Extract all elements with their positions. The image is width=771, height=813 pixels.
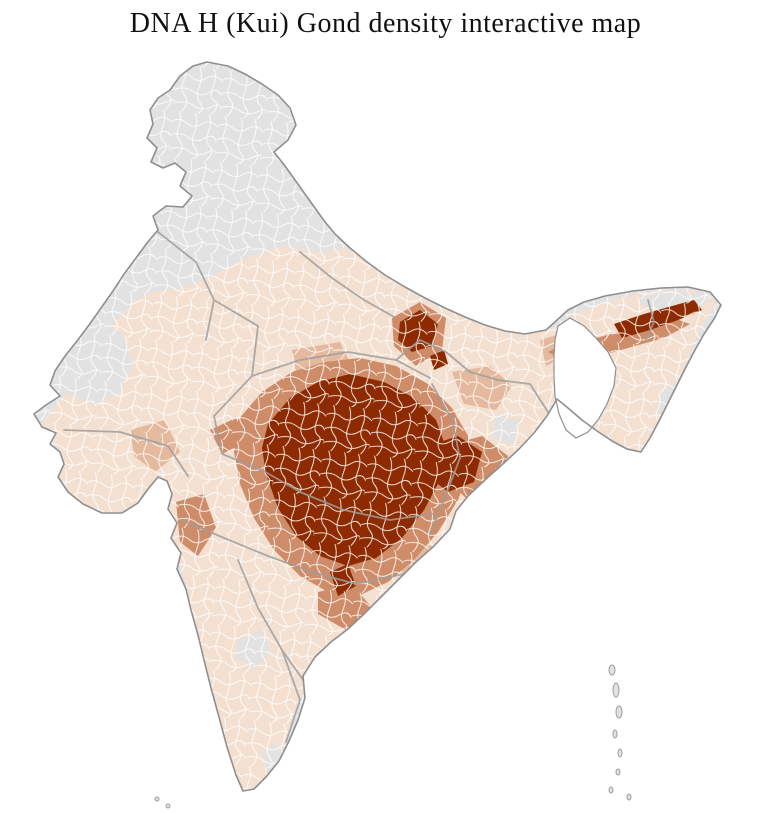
andaman-islands[interactable] [608,664,632,801]
bangladesh-cutout [553,317,617,439]
lakshadweep-islands[interactable] [154,796,171,809]
map-title: DNA H (Kui) Gond density interactive map [129,8,642,39]
density-region-nodata-dark-odisha-coast[interactable] [520,444,546,476]
state-boundaries [63,231,655,743]
